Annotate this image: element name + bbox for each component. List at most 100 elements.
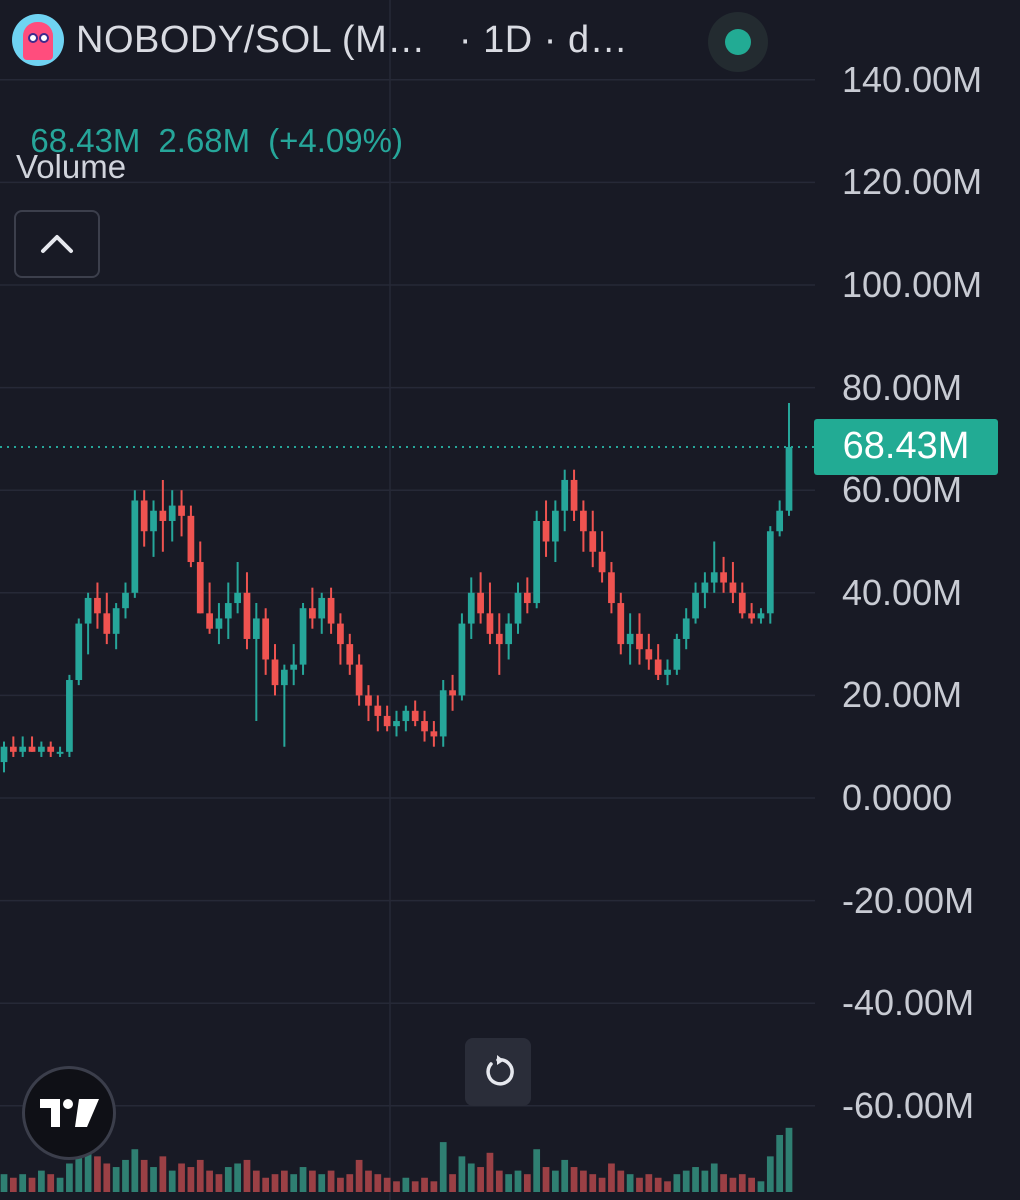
candle — [570, 469, 578, 521]
candle — [327, 587, 335, 634]
volume-bar — [38, 1170, 45, 1192]
candle-body — [103, 613, 111, 634]
volume-bar — [112, 1167, 120, 1192]
candle-body — [196, 562, 204, 614]
candle-body — [495, 633, 503, 645]
candle — [187, 505, 195, 568]
y-tick-label: 120.00M — [842, 161, 983, 203]
volume-indicator-label[interactable]: Volume — [16, 148, 127, 185]
volume-bar — [701, 1170, 709, 1192]
volume-bar — [523, 1174, 531, 1192]
volume-bar — [187, 1167, 195, 1192]
candle-body — [552, 510, 559, 542]
nobody-token-logo-icon — [12, 14, 64, 66]
tradingview-logo-icon[interactable] — [22, 1066, 116, 1160]
candle-body — [514, 592, 522, 624]
symbol-title[interactable]: NOBODY/SOL (M… · 1D · d… — [76, 18, 629, 61]
candle-body — [542, 520, 550, 542]
volume-bar — [168, 1170, 176, 1192]
y-tick-label: 40.00M — [842, 571, 963, 613]
candle-body — [0, 746, 8, 763]
candle-body — [122, 592, 129, 609]
volume-bar — [318, 1174, 326, 1192]
volume-bar — [150, 1167, 157, 1192]
volume-bar — [280, 1170, 288, 1192]
volume-bar — [449, 1174, 456, 1192]
candle — [430, 721, 438, 747]
volume-bar — [729, 1177, 737, 1192]
candle-body — [365, 695, 372, 706]
volume-bar — [243, 1159, 251, 1192]
candle — [383, 705, 391, 732]
volume-bar — [738, 1174, 746, 1192]
candle-body — [299, 608, 307, 665]
candle — [94, 582, 101, 629]
volume-bar — [682, 1170, 690, 1192]
candle — [664, 659, 671, 686]
candle-body — [131, 500, 139, 593]
volume-bar — [673, 1174, 681, 1192]
candle-body — [710, 572, 718, 583]
volume-bar — [757, 1181, 765, 1192]
candle-body — [776, 510, 784, 532]
y-tick-label: -20.00M — [842, 879, 975, 921]
candle — [458, 613, 466, 701]
candle — [374, 695, 382, 732]
candle-body — [664, 669, 671, 675]
volume-bar — [636, 1177, 643, 1192]
candle — [299, 603, 307, 675]
volume-bar — [327, 1170, 335, 1192]
volume-bar — [393, 1181, 400, 1192]
candle — [748, 603, 755, 624]
candle-body — [439, 690, 447, 737]
candle — [66, 674, 73, 757]
chart-header[interactable]: NOBODY/SOL (M… · 1D · d… — [12, 14, 628, 66]
candle-body — [580, 510, 587, 532]
volume-bar — [224, 1167, 232, 1192]
candle — [533, 510, 541, 609]
candle-body — [421, 721, 428, 732]
candle-body — [234, 592, 241, 604]
candle — [439, 680, 447, 747]
candle-body — [327, 597, 335, 624]
volume-bar — [748, 1177, 755, 1192]
y-tick-label: -60.00M — [842, 1084, 975, 1126]
candle — [243, 572, 251, 650]
candle-body — [636, 633, 643, 650]
candle-body — [393, 721, 400, 727]
price-candles — [0, 402, 793, 773]
volume-bar — [439, 1142, 447, 1192]
candle-body — [701, 582, 709, 593]
volume-bar — [561, 1159, 569, 1192]
candle — [505, 613, 513, 660]
volume-bar — [47, 1174, 55, 1192]
candle — [449, 674, 456, 711]
candle-body — [738, 592, 746, 614]
reset-chart-button[interactable] — [465, 1038, 531, 1106]
candle — [252, 603, 260, 722]
volume-bar — [271, 1174, 279, 1192]
candle — [710, 541, 718, 593]
candle — [271, 644, 279, 696]
volume-bar — [477, 1167, 484, 1192]
candle-body — [355, 664, 363, 696]
candle-body — [224, 603, 232, 619]
volume-bar — [122, 1159, 129, 1192]
candle-body — [178, 505, 185, 516]
volume-bar — [626, 1174, 634, 1192]
candle — [561, 469, 569, 532]
candle — [757, 608, 765, 624]
candle — [9, 736, 17, 757]
candle — [122, 582, 129, 619]
candle — [234, 562, 241, 614]
volume-bar — [215, 1174, 223, 1192]
candle-body — [589, 531, 597, 552]
candle — [729, 562, 737, 604]
candle-body — [140, 500, 148, 532]
candle — [112, 603, 120, 650]
candle — [421, 710, 428, 742]
volume-bar — [785, 1127, 793, 1192]
candle-body — [94, 597, 101, 614]
collapse-indicators-button[interactable] — [14, 210, 100, 278]
